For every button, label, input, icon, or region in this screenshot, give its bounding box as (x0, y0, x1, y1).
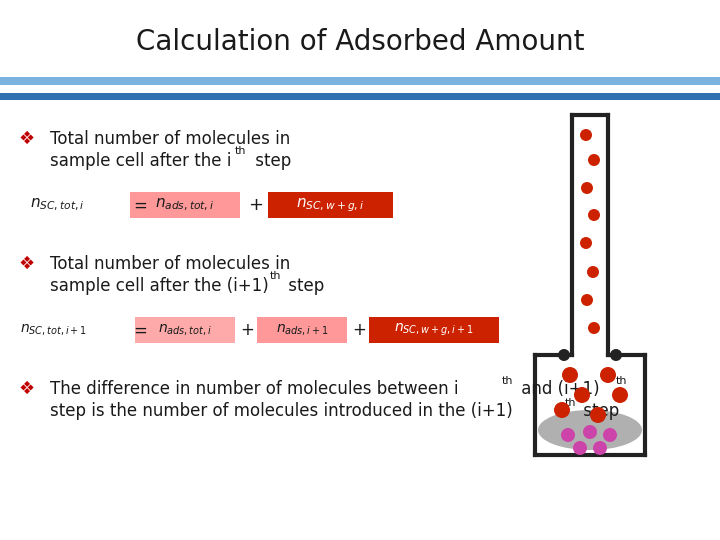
Text: $n_{ads,i+1}$: $n_{ads,i+1}$ (276, 322, 328, 338)
Text: th: th (616, 376, 628, 386)
Circle shape (580, 129, 592, 141)
Text: sample cell after the (i+1): sample cell after the (i+1) (50, 277, 269, 295)
Text: $n_{SC,w+g,i}$: $n_{SC,w+g,i}$ (297, 196, 364, 214)
Text: $+$: $+$ (352, 321, 366, 339)
Bar (135, 317, 235, 343)
Text: $=$: $=$ (130, 321, 148, 339)
Circle shape (581, 294, 593, 306)
Text: and (i+1): and (i+1) (516, 380, 600, 398)
Text: th: th (235, 146, 246, 156)
Text: step: step (578, 402, 619, 420)
Text: Total number of molecules in: Total number of molecules in (50, 130, 290, 148)
Bar (0, 93, 720, 100)
Circle shape (574, 387, 590, 403)
Text: $n_{SC,w+g,i+1}$: $n_{SC,w+g,i+1}$ (394, 322, 474, 338)
Text: ❖: ❖ (18, 130, 34, 148)
Bar (0, 77, 720, 85)
Text: $n_{ads,tot,i}$: $n_{ads,tot,i}$ (158, 322, 212, 338)
Circle shape (612, 387, 628, 403)
Circle shape (573, 441, 587, 455)
Circle shape (603, 428, 617, 442)
Circle shape (588, 322, 600, 334)
Text: step: step (283, 277, 324, 295)
Bar (268, 192, 393, 218)
Bar (257, 317, 347, 343)
Text: th: th (565, 398, 577, 408)
Text: $n_{SC,tot,i}$: $n_{SC,tot,i}$ (30, 197, 85, 213)
Bar (369, 317, 499, 343)
Circle shape (562, 367, 578, 383)
Text: ❖: ❖ (18, 255, 34, 273)
Circle shape (561, 428, 575, 442)
Text: sample cell after the i: sample cell after the i (50, 152, 231, 170)
Text: $+$: $+$ (240, 321, 254, 339)
Circle shape (558, 349, 570, 361)
Bar (130, 192, 240, 218)
Circle shape (587, 266, 599, 278)
Bar (535, 355, 645, 455)
Circle shape (580, 237, 592, 249)
Text: Total number of molecules in: Total number of molecules in (50, 255, 290, 273)
Text: $n_{ads,tot,i}$: $n_{ads,tot,i}$ (156, 197, 215, 213)
Circle shape (554, 402, 570, 418)
Text: Calculation of Adsorbed Amount: Calculation of Adsorbed Amount (136, 28, 584, 56)
Circle shape (610, 349, 622, 361)
Circle shape (590, 407, 606, 423)
Bar (572, 115, 608, 355)
Circle shape (600, 367, 616, 383)
Circle shape (588, 209, 600, 221)
Text: $+$: $+$ (248, 196, 263, 214)
Circle shape (593, 441, 607, 455)
Ellipse shape (538, 410, 642, 450)
Text: th: th (502, 376, 513, 386)
Text: step: step (250, 152, 292, 170)
Text: ❖: ❖ (18, 380, 34, 398)
Text: $n_{SC,tot,i+1}$: $n_{SC,tot,i+1}$ (20, 322, 87, 338)
Text: th: th (270, 271, 282, 281)
Circle shape (581, 182, 593, 194)
Text: The difference in number of molecules between i: The difference in number of molecules be… (50, 380, 459, 398)
Text: $=$: $=$ (130, 196, 148, 214)
Text: step is the number of molecules introduced in the (i+1): step is the number of molecules introduc… (50, 402, 513, 420)
Circle shape (583, 425, 597, 439)
Circle shape (588, 154, 600, 166)
